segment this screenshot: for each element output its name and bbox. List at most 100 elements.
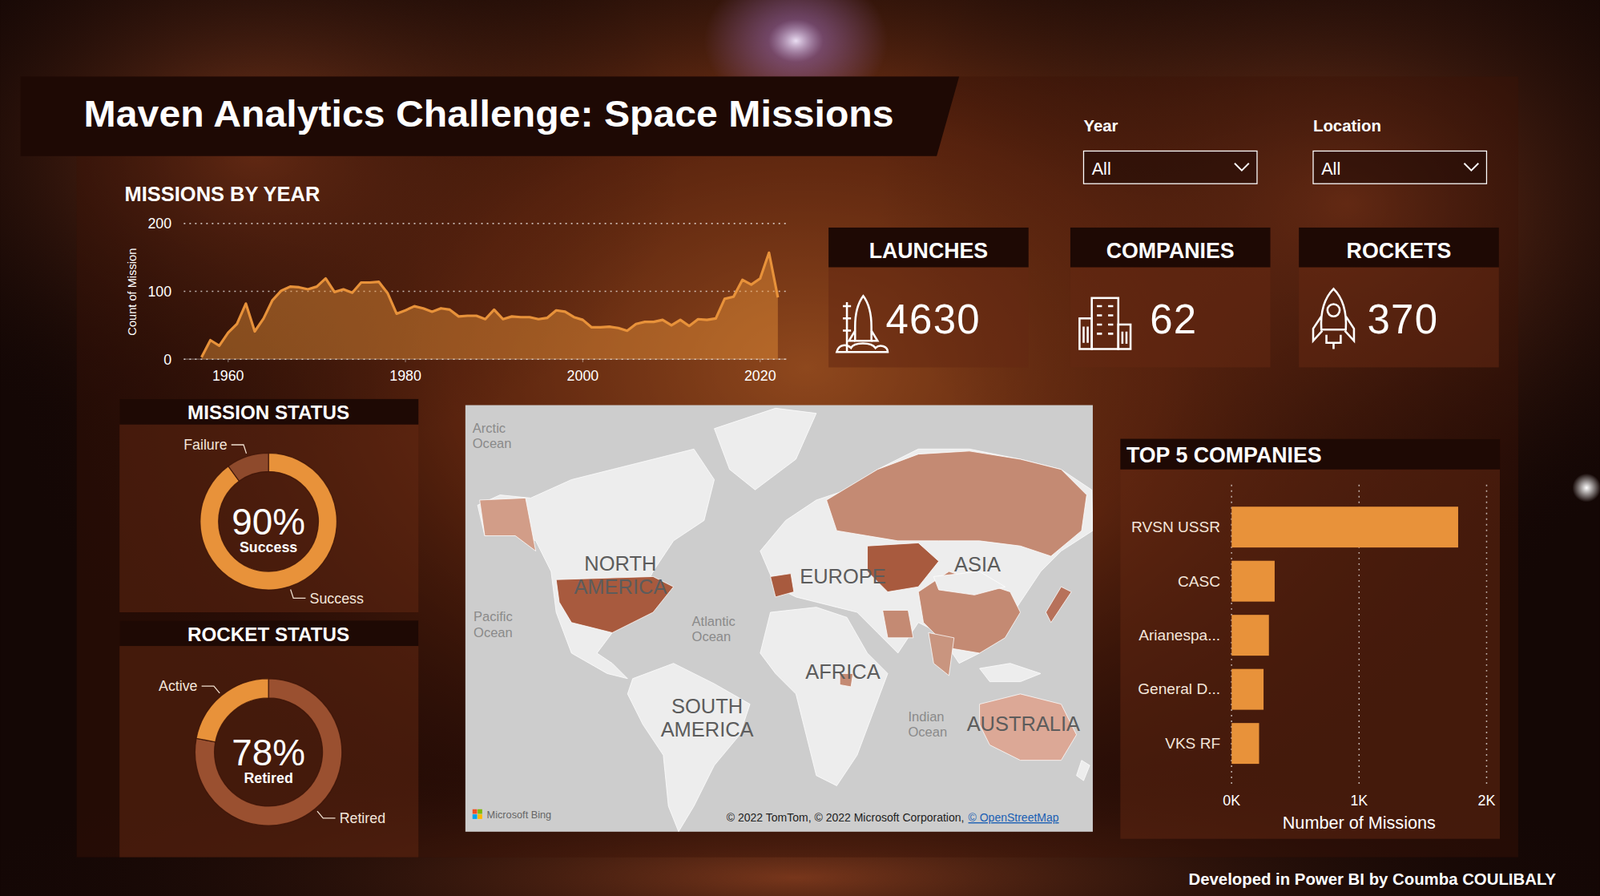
kpi-card [828, 267, 1029, 368]
ocean-label: AtlanticOcean [692, 613, 736, 645]
continent-label: AUSTRALIA [967, 712, 1081, 735]
filter-dropdown[interactable] [1313, 150, 1487, 184]
filter-label: Location [1313, 116, 1382, 135]
icon-part [1326, 334, 1342, 350]
leader-line [231, 444, 247, 454]
chart-title: ROCKET STATUS [187, 623, 350, 645]
icon-part [836, 342, 888, 352]
attribution: © 2022 TomTom, © 2022 Microsoft Corporat… [726, 810, 1060, 824]
icon-part [1096, 305, 1113, 308]
country [1076, 760, 1091, 781]
provider-logo [477, 814, 483, 819]
country [928, 632, 955, 675]
grid-line [183, 222, 787, 225]
label-line: AFRICA [805, 660, 880, 683]
icon-part [1079, 318, 1092, 349]
filter-value: All [1092, 158, 1112, 179]
panel-header [119, 620, 419, 646]
category-label: General D... [1137, 681, 1221, 698]
attribution-link[interactable]: © OpenStreetMap [968, 810, 1060, 824]
panel [1120, 439, 1500, 839]
tick-label: 100 [147, 283, 172, 300]
icon-part [1321, 288, 1347, 330]
axis-title: Number of Missions [1282, 812, 1436, 833]
credit: Developed in Power BI by Coumba COULIBAL… [1188, 870, 1557, 888]
label-line: Ocean [692, 628, 732, 645]
filter-label: Year [1083, 116, 1118, 135]
tick-label: 1980 [389, 367, 422, 384]
country [770, 573, 794, 597]
kpi-value: 62 [1149, 296, 1197, 343]
map [477, 407, 1093, 831]
title-bar [20, 76, 960, 157]
filter-dropdown[interactable] [1083, 150, 1257, 184]
chevron [1234, 163, 1250, 171]
title: Maven Analytics Challenge: Space Mission… [84, 93, 895, 135]
icon-part [1096, 323, 1113, 327]
label-line: SOUTH [671, 694, 743, 718]
country [760, 607, 888, 786]
star [1571, 473, 1600, 503]
plot [201, 252, 778, 359]
slice [228, 452, 269, 481]
panel-header [119, 398, 419, 425]
attribution-text: © 2022 TomTom, © 2022 Microsoft Corporat… [726, 810, 965, 824]
icon-part [1092, 298, 1119, 350]
map-ocean [465, 405, 1093, 832]
bar [1231, 669, 1264, 710]
kpi-icon [1313, 288, 1355, 349]
kpi-header [828, 227, 1029, 268]
tick [759, 358, 761, 363]
kpi-card [1298, 267, 1500, 368]
category-label: CASC [1177, 572, 1221, 590]
icon-part [849, 330, 879, 342]
kpi-value: 370 [1366, 296, 1439, 343]
kpi-header [1298, 227, 1500, 268]
continent-label: EUROPE [799, 564, 887, 588]
icon-part [842, 302, 851, 351]
provider-logo [477, 809, 483, 815]
continent-label: NORTHAMERICA [573, 552, 667, 598]
kpi-icon [836, 295, 888, 352]
dashboard: Maven Analytics Challenge: Space Mission… [0, 0, 1600, 896]
label-line: Ocean [907, 724, 948, 740]
label-line: AUSTRALIA [967, 712, 1081, 735]
tick-label: 1960 [212, 367, 245, 384]
tick [404, 358, 406, 363]
slice [194, 678, 342, 826]
slice-label: Success [310, 590, 364, 607]
label-line: Indian [907, 709, 944, 725]
provider: Microsoft Bing [487, 808, 553, 821]
tick [227, 358, 229, 363]
center-value: 90% [231, 501, 306, 543]
category-label: Arianespa... [1138, 626, 1221, 644]
center-value: 78% [231, 732, 306, 774]
tick-label: 0 [163, 351, 172, 368]
chart-title: MISSIONS BY YEAR [124, 182, 321, 206]
panel [119, 620, 419, 857]
country [826, 451, 1088, 557]
bar [1231, 506, 1459, 548]
kpi-label: COMPANIES [1106, 238, 1235, 263]
icon-part [1083, 326, 1126, 344]
bar [1231, 614, 1270, 656]
label-line: Pacific [473, 608, 513, 625]
country [1045, 586, 1072, 623]
line [201, 252, 778, 357]
icon-part [854, 295, 871, 341]
bar [1231, 560, 1275, 602]
tick-label: 200 [147, 215, 172, 232]
label-line: Ocean [473, 624, 513, 641]
leader-line [201, 685, 221, 694]
ocean-label: IndianOcean [907, 709, 948, 740]
label-line: Atlantic [692, 613, 736, 629]
tick [582, 358, 584, 363]
tick-label: 2000 [567, 367, 600, 384]
tick-label: 2020 [744, 367, 777, 384]
country [477, 448, 714, 679]
kpi-label: LAUNCHES [869, 238, 989, 263]
label-line: EUROPE [799, 564, 887, 588]
chevron [1463, 163, 1479, 171]
chart-title: MISSION STATUS [187, 401, 350, 424]
tick-label: 2K [1478, 792, 1496, 809]
